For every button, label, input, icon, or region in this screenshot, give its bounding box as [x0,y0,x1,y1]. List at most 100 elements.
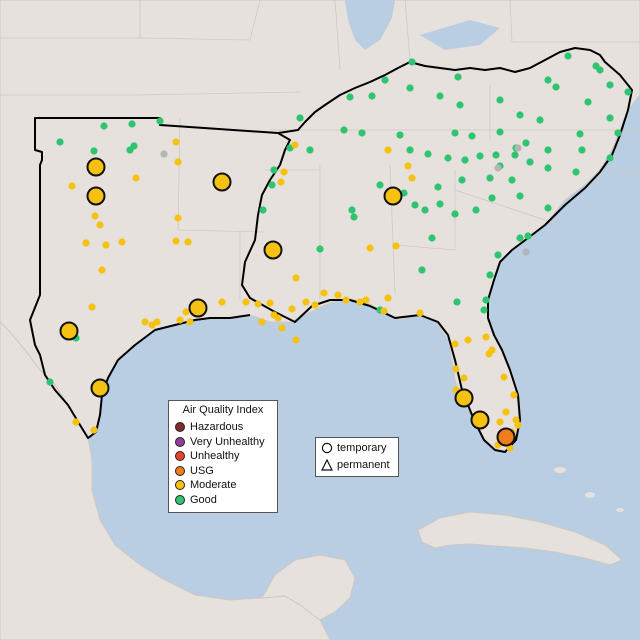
good-monitor-marker[interactable] [516,111,524,119]
good-monitor-marker[interactable] [482,296,490,304]
good-monitor-marker[interactable] [421,206,429,214]
good-monitor-marker[interactable] [270,166,278,174]
moderate-monitor-marker[interactable] [408,174,416,182]
no-data-monitor-marker[interactable] [160,150,168,158]
moderate-monitor-marker[interactable] [274,314,282,322]
moderate-monitor-marker[interactable] [91,212,99,220]
temporary-moderate-marker[interactable] [263,240,283,260]
moderate-monitor-marker[interactable] [366,244,374,252]
moderate-monitor-marker[interactable] [464,336,472,344]
good-monitor-marker[interactable] [468,132,476,140]
temporary-moderate-marker[interactable] [454,388,474,408]
moderate-monitor-marker[interactable] [96,221,104,229]
moderate-monitor-marker[interactable] [292,336,300,344]
good-monitor-marker[interactable] [406,84,414,92]
moderate-monitor-marker[interactable] [342,296,350,304]
good-monitor-marker[interactable] [516,234,524,242]
moderate-monitor-marker[interactable] [502,408,510,416]
good-monitor-marker[interactable] [100,122,108,130]
moderate-monitor-marker[interactable] [416,309,424,317]
moderate-monitor-marker[interactable] [500,373,508,381]
moderate-monitor-marker[interactable] [184,238,192,246]
good-monitor-marker[interactable] [544,164,552,172]
good-monitor-marker[interactable] [451,210,459,218]
moderate-monitor-marker[interactable] [218,298,226,306]
temporary-moderate-marker[interactable] [86,186,106,206]
moderate-monitor-marker[interactable] [102,241,110,249]
moderate-monitor-marker[interactable] [292,274,300,282]
moderate-monitor-marker[interactable] [98,266,106,274]
moderate-monitor-marker[interactable] [320,289,328,297]
moderate-monitor-marker[interactable] [82,239,90,247]
moderate-monitor-marker[interactable] [302,298,310,306]
good-monitor-marker[interactable] [494,251,502,259]
good-monitor-marker[interactable] [368,92,376,100]
moderate-monitor-marker[interactable] [392,242,400,250]
moderate-monitor-marker[interactable] [254,300,262,308]
good-monitor-marker[interactable] [306,146,314,154]
moderate-monitor-marker[interactable] [174,158,182,166]
moderate-monitor-marker[interactable] [496,418,504,426]
temporary-usg-marker[interactable] [496,427,516,447]
good-monitor-marker[interactable] [90,147,98,155]
temporary-moderate-marker[interactable] [59,321,79,341]
moderate-monitor-marker[interactable] [68,182,76,190]
moderate-monitor-marker[interactable] [291,141,299,149]
moderate-monitor-marker[interactable] [174,214,182,222]
moderate-monitor-marker[interactable] [88,303,96,311]
good-monitor-marker[interactable] [340,126,348,134]
good-monitor-marker[interactable] [126,146,134,154]
moderate-monitor-marker[interactable] [514,421,522,429]
good-monitor-marker[interactable] [476,152,484,160]
good-monitor-marker[interactable] [418,266,426,274]
good-monitor-marker[interactable] [480,306,488,314]
moderate-monitor-marker[interactable] [451,340,459,348]
good-monitor-marker[interactable] [488,194,496,202]
good-monitor-marker[interactable] [259,206,267,214]
moderate-monitor-marker[interactable] [485,350,493,358]
good-monitor-marker[interactable] [453,298,461,306]
good-monitor-marker[interactable] [578,146,586,154]
temporary-moderate-marker[interactable] [188,298,208,318]
moderate-monitor-marker[interactable] [242,298,250,306]
good-monitor-marker[interactable] [346,93,354,101]
moderate-monitor-marker[interactable] [384,294,392,302]
temporary-moderate-marker[interactable] [90,378,110,398]
good-monitor-marker[interactable] [552,83,560,91]
no-data-monitor-marker[interactable] [514,144,522,152]
moderate-monitor-marker[interactable] [482,333,490,341]
good-monitor-marker[interactable] [486,174,494,182]
good-monitor-marker[interactable] [296,114,304,122]
good-monitor-marker[interactable] [492,151,500,159]
moderate-monitor-marker[interactable] [266,299,274,307]
moderate-monitor-marker[interactable] [90,426,98,434]
good-monitor-marker[interactable] [358,129,366,137]
moderate-monitor-marker[interactable] [72,418,80,426]
moderate-monitor-marker[interactable] [172,138,180,146]
good-monitor-marker[interactable] [128,120,136,128]
good-monitor-marker[interactable] [584,98,592,106]
moderate-monitor-marker[interactable] [334,291,342,299]
moderate-monitor-marker[interactable] [380,307,388,315]
good-monitor-marker[interactable] [544,146,552,154]
good-monitor-marker[interactable] [564,52,572,60]
good-monitor-marker[interactable] [496,96,504,104]
good-monitor-marker[interactable] [56,138,64,146]
moderate-monitor-marker[interactable] [186,318,194,326]
good-monitor-marker[interactable] [424,150,432,158]
good-monitor-marker[interactable] [576,130,584,138]
moderate-monitor-marker[interactable] [132,174,140,182]
good-monitor-marker[interactable] [496,128,504,136]
good-monitor-marker[interactable] [524,232,532,240]
no-data-monitor-marker[interactable] [522,248,530,256]
good-monitor-marker[interactable] [522,139,530,147]
good-monitor-marker[interactable] [408,58,416,66]
good-monitor-marker[interactable] [376,181,384,189]
moderate-monitor-marker[interactable] [384,146,392,154]
good-monitor-marker[interactable] [268,181,276,189]
temporary-moderate-marker[interactable] [383,186,403,206]
good-monitor-marker[interactable] [406,146,414,154]
good-monitor-marker[interactable] [614,129,622,137]
temporary-moderate-marker[interactable] [212,172,232,192]
